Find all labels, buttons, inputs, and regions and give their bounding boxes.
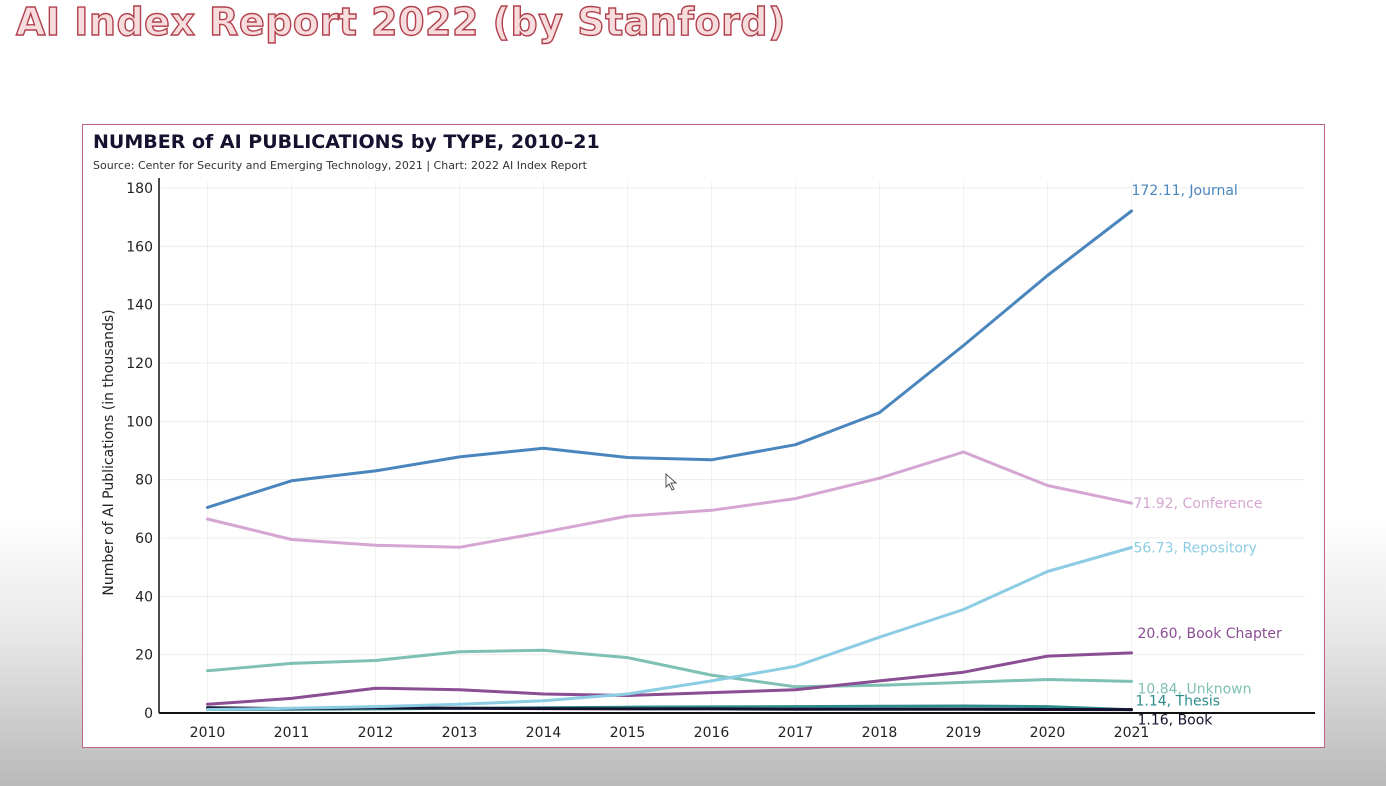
series-end-label-book-chapter: 20.60, Book Chapter [1138,626,1282,642]
series-end-label-book: 1.16, Book [1138,713,1214,729]
series-end-label-repository: 56.73, Repository [1134,541,1257,557]
y-tick-label: 100 [126,414,153,430]
series-end-label-conference: 71.92, Conference [1134,496,1263,512]
series-line-conference [206,450,1133,549]
mouse-cursor-icon [665,473,678,491]
x-tick-label: 2015 [610,725,646,741]
x-tick-label: 2016 [694,725,730,741]
y-axis-label: Number of AI Publications (in thousands) [101,309,117,595]
chart-source: Source: Center for Security and Emerging… [93,159,587,172]
y-tick-label: 20 [135,648,153,664]
series-end-label-unknown: 10.84, Unknown [1138,681,1252,697]
x-tick-label: 2013 [442,725,478,741]
line-chart: 0 20 40 60 80 100 120 140 160 180 2010 2011 2012 2013… [101,178,1315,741]
x-tick-label: 2021 [1114,725,1150,741]
series-line-repository [206,546,1133,711]
slide-title: AI Index Report 2022 (by Stanford) [15,0,786,45]
y-tick-label: 120 [126,356,153,372]
x-tick-label: 2011 [274,725,310,741]
x-tick-label: 2020 [1030,725,1066,741]
chart-panel: NUMBER of AI PUBLICATIONS by TYPE, 2010–… [82,124,1325,748]
y-tick-label: 0 [144,706,153,722]
x-tick-label: 2019 [946,725,982,741]
y-tick-label: 180 [126,181,153,197]
chart-title: NUMBER of AI PUBLICATIONS by TYPE, 2010–… [93,131,600,153]
y-tick-label: 140 [126,298,153,314]
y-tick-label: 160 [126,239,153,255]
series-line-journal [206,209,1133,509]
y-tick-label: 40 [135,589,153,605]
series-end-label-thesis: 1.14, Thesis [1136,694,1221,710]
y-tick-label: 60 [135,531,153,547]
y-tick-label: 80 [135,473,153,489]
series-line-unknown [206,648,1133,689]
x-tick-label: 2017 [778,725,814,741]
series-line-book-chapter [206,651,1133,706]
x-tick-label: 2012 [358,725,394,741]
x-tick-label: 2010 [190,725,226,741]
x-tick-label: 2018 [862,725,898,741]
series-end-label-journal: 172.11, Journal [1132,183,1238,199]
x-tick-label: 2014 [526,725,562,741]
